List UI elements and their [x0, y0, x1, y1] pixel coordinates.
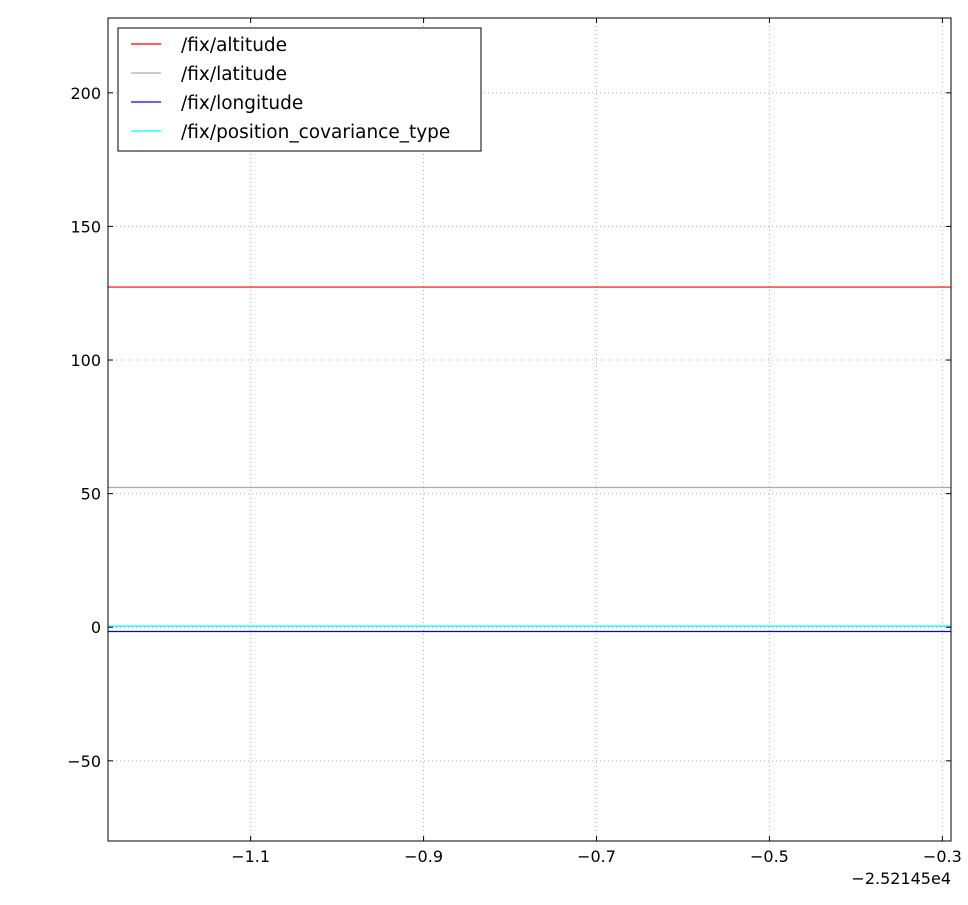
y-tick-label: 100: [70, 351, 101, 370]
legend-label: /fix/latitude: [181, 64, 287, 85]
x-tick-label: −0.5: [750, 847, 789, 866]
x-offset-label: −2.52145e4: [851, 869, 951, 888]
legend-label: /fix/position_covariance_type: [181, 122, 450, 143]
x-tick-label: −1.1: [231, 847, 270, 866]
plot-frame: [107, 17, 952, 842]
y-tick-label: 200: [70, 84, 101, 103]
y-tick-label: 50: [81, 485, 101, 504]
x-tick-label: −0.9: [404, 847, 443, 866]
y-tick-label: 0: [91, 618, 101, 637]
legend-box: [117, 27, 482, 152]
series-lines: [108, 286, 951, 633]
legend: /fix/altitude/fix/latitude/fix/longitude…: [117, 27, 482, 152]
axis-ticks: −1.1 −0.9 −0.7 −0.5 −0.3 −50 0 50 100 150 200: [67, 18, 962, 866]
y-tick-label: 150: [70, 217, 101, 236]
legend-label: /fix/altitude: [181, 35, 287, 56]
y-tick-label: −50: [67, 752, 101, 771]
x-tick-label: −0.3: [923, 847, 962, 866]
legend-label: /fix/longitude: [181, 93, 303, 114]
x-tick-label: −0.7: [577, 847, 616, 866]
